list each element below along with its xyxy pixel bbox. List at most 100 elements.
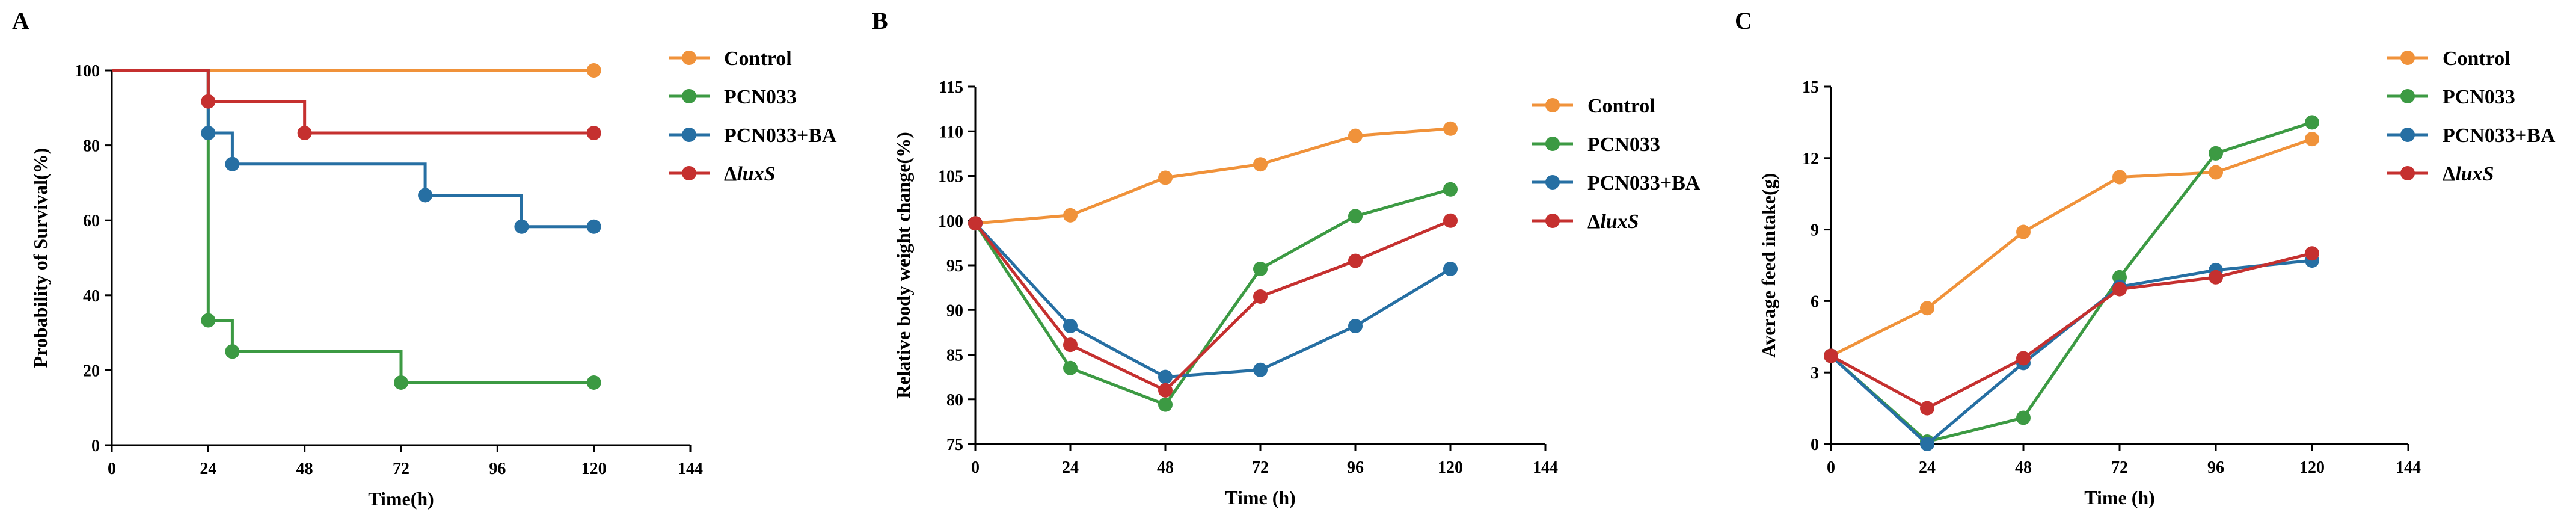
data-point-pcn033 — [201, 313, 216, 328]
data-point-pcn033 — [586, 375, 601, 390]
data-point-pcn033 — [2209, 146, 2223, 161]
legend-label-pcn033: PCN033 — [1587, 134, 1660, 156]
data-point-pcn033ba — [514, 219, 529, 234]
data-point-pcn033ba — [1920, 437, 1934, 451]
y-tick-label: 115 — [939, 78, 963, 97]
legend-marker-pcn033 — [682, 89, 696, 103]
data-point-luxs — [2209, 270, 2223, 285]
legend-marker-luxs — [682, 166, 696, 180]
x-tick-label: 0 — [971, 458, 980, 477]
data-point-pcn033ba — [1063, 318, 1078, 333]
data-point-control — [1253, 157, 1268, 172]
legend-marker-control — [1545, 98, 1560, 112]
panel-letter: C — [1735, 7, 1752, 34]
series-line-control — [975, 127, 1451, 225]
y-tick-label: 80 — [946, 391, 963, 410]
y-tick-label: 0 — [1811, 436, 1819, 454]
x-tick-label: 72 — [393, 460, 409, 478]
data-point-control — [1158, 170, 1173, 185]
y-tick-label: 80 — [83, 137, 100, 156]
data-point-luxs — [1158, 383, 1173, 398]
legend-label-luxs: ΔluxS — [1587, 211, 1639, 233]
series-pcn033ba — [112, 69, 601, 234]
legend-marker-luxs — [1545, 214, 1560, 228]
data-point-control — [2112, 170, 2127, 185]
data-point-pcn033 — [1348, 209, 1363, 224]
x-tick-label: 24 — [1919, 458, 1936, 477]
data-point-luxs — [2016, 351, 2031, 366]
data-point-control — [1920, 301, 1934, 316]
legend: Control PCN033 PCN033+BA ΔluxS — [669, 48, 837, 185]
panel-letter: A — [12, 7, 29, 34]
legend-marker-pcn033 — [2400, 89, 2415, 103]
chart-panel-b: B 0 24 48 72 96 120 144 75 80 85 90 95 100 105 110 115 Ti… — [872, 7, 1700, 508]
y-axis-title: Average feed intake(g) — [1758, 173, 1779, 358]
data-point-pcn033 — [2016, 410, 2031, 425]
y-tick-label: 60 — [83, 212, 100, 230]
legend: Control PCN033 PCN033+BA ΔluxS — [1532, 95, 1700, 233]
data-point-luxs — [2112, 282, 2127, 297]
series-line-pcn033ba — [112, 69, 594, 229]
data-point-control — [2305, 132, 2319, 147]
legend-delta: Δ — [724, 163, 737, 185]
legend-marker-control — [682, 51, 696, 65]
x-tick-label: 144 — [2396, 458, 2421, 477]
legend-delta: Δ — [1587, 211, 1600, 233]
legend-label-pcn033: PCN033 — [724, 86, 797, 108]
legend-label-italic: luxS — [2455, 163, 2494, 185]
data-point-pcn033 — [1063, 360, 1078, 375]
data-point-control — [2016, 224, 2031, 239]
y-tick-label: 75 — [946, 436, 963, 454]
data-point-luxs — [586, 126, 601, 141]
y-tick-label: 110 — [939, 123, 963, 141]
y-tick-label: 90 — [946, 301, 963, 320]
x-tick-label: 48 — [296, 460, 313, 478]
data-point-control — [1443, 121, 1458, 136]
legend-label-pcn033ba: PCN033+BA — [1587, 172, 1700, 194]
data-point-pcn033ba — [418, 188, 433, 203]
series-pcn033 — [1824, 115, 2319, 449]
data-point-control — [1063, 208, 1078, 223]
data-point-luxs — [1253, 289, 1268, 304]
y-axis-title: Relative body weight change(%) — [892, 132, 914, 399]
x-tick-label: 48 — [1157, 458, 1174, 477]
x-tick-label: 96 — [489, 460, 506, 478]
data-point-pcn033 — [225, 344, 240, 359]
y-tick-label: 15 — [1802, 78, 1819, 97]
y-tick-label: 40 — [83, 287, 100, 306]
series-line-control — [1830, 137, 2313, 357]
x-axis-title: Time (h) — [1225, 487, 1296, 508]
data-point-luxs — [201, 94, 216, 109]
data-point-pcn033ba — [1348, 318, 1363, 333]
series-luxs — [112, 69, 601, 141]
series-control — [1824, 132, 2319, 363]
series-line-luxs — [974, 219, 1451, 392]
y-tick-label: 20 — [83, 362, 100, 380]
series-line-luxs — [1830, 251, 2313, 410]
series-luxs — [1824, 246, 2319, 416]
data-point-pcn033ba — [225, 156, 240, 171]
legend-marker-pcn033ba — [2400, 128, 2415, 142]
y-tick-label: 12 — [1802, 150, 1819, 168]
data-point-luxs — [1063, 337, 1078, 353]
data-point-pcn033 — [1158, 397, 1173, 412]
legend: Control PCN033 PCN033+BA ΔluxS — [2387, 48, 2556, 185]
y-tick-label: 100 — [938, 212, 963, 231]
y-axis-title: Probability of Survival(%) — [29, 148, 51, 368]
x-axis-title: Time(h) — [368, 488, 434, 510]
x-tick-label: 0 — [1827, 458, 1835, 477]
data-point-control — [1348, 128, 1363, 143]
legend-label-italic: luxS — [737, 163, 775, 185]
data-point-pcn033ba — [586, 219, 601, 234]
legend-label-luxs: ΔluxS — [724, 163, 776, 185]
legend-label-pcn033ba: PCN033+BA — [2443, 125, 2556, 147]
x-tick-label: 120 — [581, 460, 607, 478]
data-point-pcn033ba — [201, 126, 216, 141]
legend-label-pcn033ba: PCN033+BA — [724, 125, 837, 147]
x-tick-label: 0 — [108, 460, 116, 478]
data-point-luxs — [1348, 253, 1363, 268]
chart-panel-a: A 0 24 48 72 96 120 144 0 20 40 60 80 100 Time(h) Proba… — [12, 7, 837, 510]
x-tick-label: 24 — [1062, 458, 1079, 477]
x-tick-label: 96 — [1347, 458, 1364, 477]
legend-marker-pcn033ba — [1545, 175, 1560, 190]
